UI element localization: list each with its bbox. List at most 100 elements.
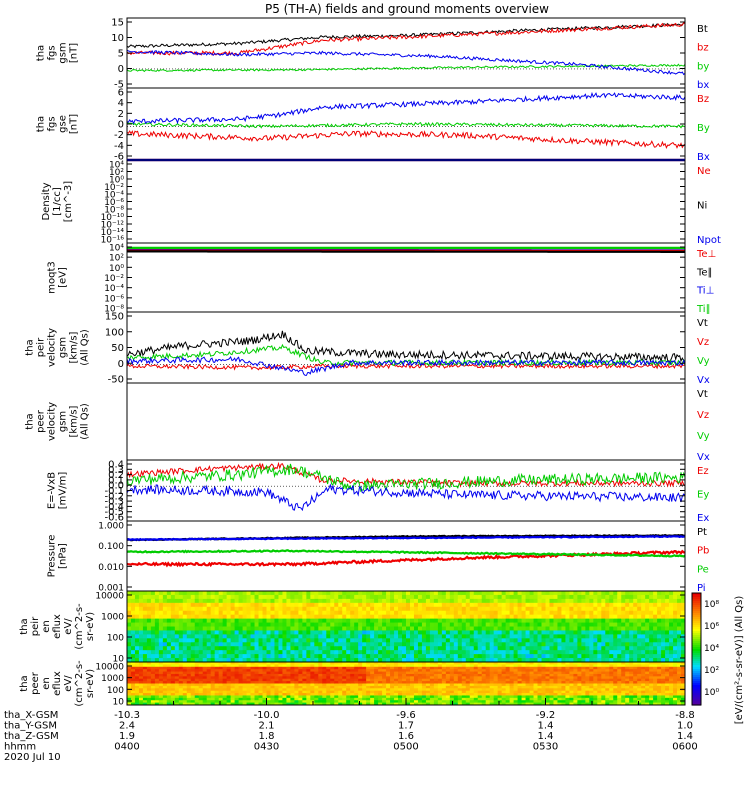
- spectrogram-cell: [497, 664, 503, 668]
- spectrogram-cell: [286, 654, 291, 659]
- spectrogram-cell: [390, 618, 395, 624]
- spectrogram-cell: [127, 702, 132, 706]
- spectrogram-cell: [453, 690, 459, 694]
- spectrogram-cell: [382, 688, 387, 692]
- spectrogram-cell: [130, 614, 136, 620]
- spectrogram-cell: [573, 693, 578, 696]
- spectrogram-cell: [417, 693, 423, 696]
- spectrogram-cell: [314, 662, 319, 665]
- spectrogram-cell: [637, 606, 642, 612]
- spectrogram-cell: [306, 678, 311, 682]
- spectrogram-cell: [529, 658, 535, 663]
- spectrogram-cell: [158, 666, 164, 670]
- spectrogram-cell: [537, 678, 543, 682]
- spectrogram-cell: [597, 666, 602, 670]
- spectrogram-cell: [429, 598, 435, 604]
- y-axis-label-line: moqt3: [47, 261, 58, 294]
- spectrogram-cell: [178, 650, 184, 655]
- spectrogram-cell: [158, 626, 164, 631]
- spectrogram-cell: [477, 676, 483, 680]
- spectrogram-cell: [573, 654, 578, 659]
- spectrogram-cell: [230, 646, 236, 651]
- spectrogram-cell: [394, 606, 399, 612]
- spectrogram-cell: [489, 671, 495, 675]
- spectrogram-cell: [541, 618, 546, 624]
- spectrogram-cell: [386, 646, 391, 651]
- spectrogram-cell: [190, 591, 196, 596]
- spectrogram-cell: [358, 598, 363, 604]
- spectrogram-cell: [497, 681, 503, 684]
- spectrogram-cell: [673, 602, 678, 608]
- spectrogram-cell: [453, 697, 459, 701]
- spectrogram-cell: [605, 610, 610, 616]
- spectrogram-cell: [601, 697, 606, 701]
- spectrogram-cell: [465, 650, 471, 655]
- spectrogram-cell: [154, 681, 160, 684]
- spectrogram-cell: [429, 634, 435, 639]
- spectrogram-cell: [170, 681, 176, 684]
- spectrogram-cell: [589, 658, 594, 663]
- spectrogram-cell: [374, 602, 379, 608]
- spectrogram-cell: [433, 646, 439, 651]
- spectrogram-cell: [194, 654, 200, 659]
- spectrogram-cell: [425, 650, 431, 655]
- spectrogram-cell: [633, 642, 638, 647]
- spectrogram-cell: [406, 700, 411, 704]
- spectrogram-cell: [449, 697, 455, 701]
- spectrogram-cell: [390, 591, 395, 596]
- spectrogram-cell: [178, 669, 184, 673]
- spectrogram-cell: [501, 678, 507, 682]
- spectrogram-cell: [182, 646, 188, 651]
- spectrogram-cell: [645, 610, 650, 616]
- spectrogram-cell: [186, 678, 192, 682]
- spectrogram-cell: [481, 610, 487, 616]
- spectrogram-cell: [609, 606, 614, 612]
- spectrogram-cell: [206, 626, 212, 631]
- y-axis-label: Pressure[nPa]: [47, 535, 69, 578]
- spectrogram-cell: [350, 602, 355, 608]
- spectrogram-cell: [409, 676, 415, 680]
- spectrogram-cell: [477, 606, 483, 612]
- spectrogram-cell: [182, 678, 188, 682]
- spectrogram-cell: [258, 642, 264, 647]
- spectrogram-cell: [421, 676, 427, 680]
- spectrogram-cell: [641, 610, 646, 616]
- spectrogram-cell: [437, 695, 443, 699]
- spectrogram-cell: [142, 630, 148, 635]
- spectrogram-cell: [681, 630, 686, 635]
- spectrogram-cell: [585, 654, 590, 659]
- spectrogram-cell: [174, 666, 180, 670]
- spectrogram-cell: [382, 695, 387, 699]
- spectrogram-cell: [565, 671, 570, 675]
- spectrogram-cell: [398, 688, 403, 692]
- spectrogram-cell: [457, 610, 463, 616]
- spectrogram-cell: [266, 671, 271, 675]
- spectrogram-cell: [398, 618, 403, 624]
- spectrogram-cell: [286, 685, 291, 689]
- spectrogram-cell: [178, 591, 184, 596]
- spectrogram-cell: [645, 606, 650, 612]
- spectrogram-cell: [509, 673, 515, 677]
- spectrogram-cell: [585, 662, 590, 665]
- spectrogram-cell: [322, 683, 327, 687]
- spectrogram-cell: [505, 676, 511, 680]
- spectrogram-cell: [406, 676, 411, 680]
- spectrogram-cell: [210, 678, 216, 682]
- spectrogram-cell: [425, 602, 431, 608]
- spectrogram-cell: [206, 642, 212, 647]
- spectrogram-cell: [302, 688, 307, 692]
- spectrogram-cell: [645, 602, 650, 608]
- spectrogram-cell: [609, 591, 614, 596]
- spectrogram-cell: [465, 654, 471, 659]
- spectrogram-cell: [298, 702, 303, 706]
- spectrogram-cell: [282, 591, 287, 596]
- spectrogram-cell: [585, 594, 590, 600]
- spectrogram-cell: [561, 693, 566, 696]
- spectrogram-cell: [394, 654, 399, 659]
- spectrogram-cell: [278, 638, 283, 643]
- spectrogram-cell: [354, 642, 359, 647]
- spectrogram-cell: [246, 695, 252, 699]
- spectrogram-cell: [134, 618, 140, 624]
- spectrogram-cell: [198, 702, 204, 706]
- spectrogram-cell: [533, 630, 539, 635]
